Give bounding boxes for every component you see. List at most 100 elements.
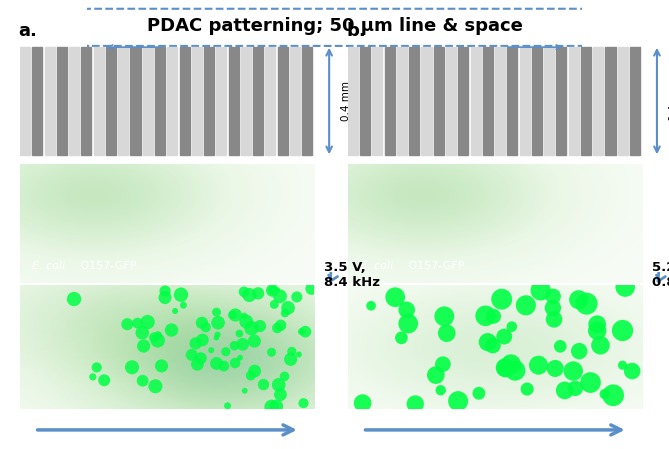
Point bbox=[269, 301, 280, 308]
Point bbox=[229, 342, 240, 349]
Point bbox=[142, 318, 153, 326]
Point bbox=[533, 361, 544, 369]
Point bbox=[122, 321, 132, 328]
Bar bbox=[617, 47, 628, 155]
Bar bbox=[630, 47, 640, 155]
Point bbox=[510, 367, 520, 374]
Point bbox=[201, 324, 211, 331]
Point bbox=[306, 285, 317, 292]
Bar bbox=[605, 47, 615, 155]
Point bbox=[239, 288, 250, 295]
Bar bbox=[421, 47, 432, 155]
Point bbox=[520, 302, 531, 309]
Point bbox=[438, 361, 448, 368]
Point bbox=[240, 387, 250, 394]
Bar bbox=[167, 47, 177, 155]
Point bbox=[267, 287, 278, 294]
Point bbox=[286, 356, 296, 363]
Point bbox=[211, 334, 221, 341]
Point bbox=[255, 322, 266, 330]
Point bbox=[156, 362, 167, 370]
Point bbox=[276, 321, 286, 329]
Point bbox=[357, 400, 368, 407]
Text: O157-GFP: O157-GFP bbox=[405, 261, 465, 271]
Point bbox=[258, 381, 269, 388]
Point bbox=[69, 295, 80, 303]
Point bbox=[150, 383, 161, 390]
Bar bbox=[373, 47, 383, 155]
Point bbox=[522, 386, 533, 393]
Point bbox=[283, 304, 294, 312]
Point bbox=[592, 327, 603, 334]
Point bbox=[617, 327, 628, 334]
Bar bbox=[204, 47, 214, 155]
Point bbox=[170, 308, 181, 315]
Point bbox=[137, 377, 148, 384]
Point bbox=[219, 362, 229, 370]
Bar bbox=[32, 47, 42, 155]
Bar bbox=[179, 47, 189, 155]
Point bbox=[244, 291, 255, 299]
Point bbox=[574, 348, 585, 355]
Point bbox=[222, 402, 233, 409]
Point bbox=[585, 379, 596, 386]
Point bbox=[229, 359, 240, 366]
Point bbox=[535, 287, 546, 294]
Point bbox=[137, 329, 148, 336]
Point bbox=[568, 367, 579, 374]
Bar bbox=[278, 47, 288, 155]
Text: 3.5 V,
8.4 kHz: 3.5 V, 8.4 kHz bbox=[324, 261, 381, 289]
Bar bbox=[348, 47, 358, 155]
Bar bbox=[483, 47, 493, 155]
Point bbox=[506, 361, 516, 368]
Point bbox=[99, 377, 110, 384]
Point bbox=[160, 294, 171, 301]
Point bbox=[474, 390, 484, 397]
Point bbox=[436, 387, 446, 394]
Point bbox=[595, 342, 606, 349]
Bar bbox=[360, 47, 370, 155]
Point bbox=[401, 306, 412, 313]
Bar bbox=[470, 47, 480, 155]
Text: 5.2 V,
0.8 kHz: 5.2 V, 0.8 kHz bbox=[652, 261, 669, 289]
Bar bbox=[142, 47, 153, 155]
Point bbox=[92, 364, 102, 371]
Bar bbox=[581, 47, 591, 155]
Point bbox=[187, 351, 197, 358]
Point bbox=[253, 290, 264, 297]
Text: a.: a. bbox=[19, 22, 37, 40]
Bar bbox=[155, 47, 165, 155]
Bar bbox=[569, 47, 579, 155]
FancyArrowPatch shape bbox=[656, 273, 666, 281]
Point bbox=[506, 323, 517, 330]
Text: b.: b. bbox=[347, 22, 366, 40]
Bar bbox=[69, 47, 79, 155]
FancyArrowPatch shape bbox=[328, 273, 338, 281]
Point bbox=[292, 293, 302, 300]
Point bbox=[153, 337, 163, 344]
Point bbox=[366, 302, 377, 309]
Bar bbox=[458, 47, 468, 155]
Point bbox=[294, 351, 304, 358]
Point bbox=[272, 325, 282, 332]
Point bbox=[206, 347, 217, 354]
Point bbox=[549, 316, 559, 323]
Bar bbox=[216, 47, 226, 155]
Point bbox=[211, 308, 222, 316]
Point bbox=[190, 340, 201, 347]
Point bbox=[268, 287, 278, 294]
Bar bbox=[557, 47, 567, 155]
Bar bbox=[94, 47, 104, 155]
Point bbox=[195, 355, 206, 362]
Bar bbox=[397, 47, 407, 155]
Point bbox=[178, 302, 189, 309]
Point bbox=[279, 373, 290, 380]
Point bbox=[221, 348, 231, 355]
Point bbox=[286, 348, 297, 355]
Point bbox=[153, 332, 163, 339]
Bar bbox=[45, 47, 55, 155]
Point bbox=[480, 312, 491, 319]
Bar bbox=[385, 47, 395, 155]
Point bbox=[496, 295, 507, 303]
Point bbox=[250, 367, 260, 374]
